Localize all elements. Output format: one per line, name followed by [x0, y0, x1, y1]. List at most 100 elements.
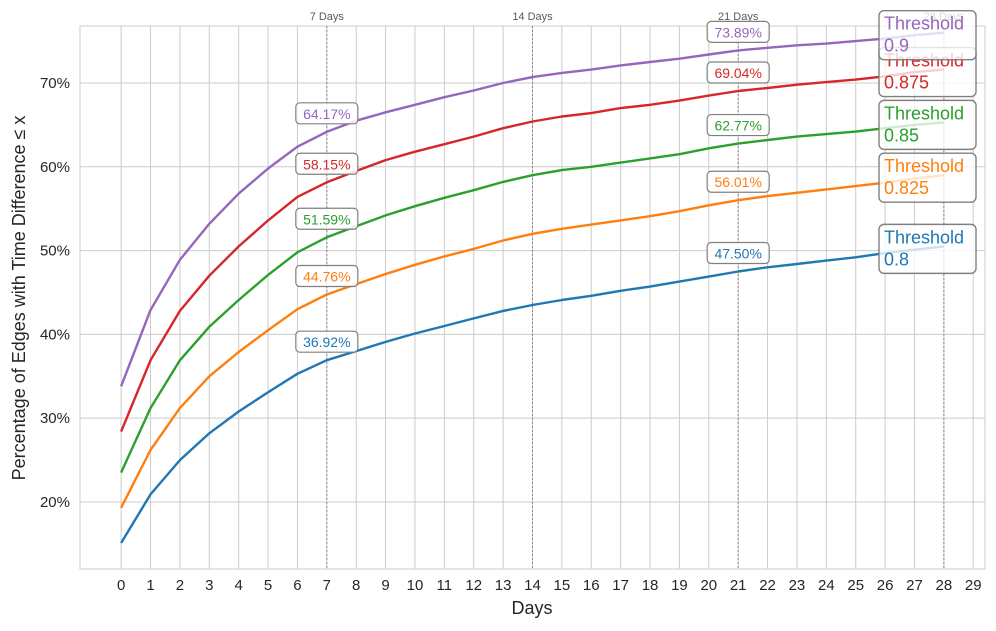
x-tick-label: 25: [847, 577, 864, 594]
value-annotation: 62.77%: [706, 113, 770, 137]
x-tick-label: 16: [583, 577, 600, 594]
threshold-word: Threshold: [884, 14, 964, 34]
annotation-box: [706, 113, 770, 137]
annotation-text: 58.15%: [303, 156, 350, 172]
annotation-box: [295, 207, 359, 230]
y-tick-label: 50%: [40, 243, 70, 260]
reference-line-label: 7 Days: [310, 11, 345, 23]
x-tick-label: 7: [323, 577, 331, 594]
x-tick-label: 12: [465, 577, 482, 594]
annotation-text: 44.76%: [303, 268, 350, 284]
threshold-value: 0.9: [884, 36, 909, 56]
annotation-box: [295, 330, 359, 353]
x-tick-label: 27: [906, 577, 923, 594]
value-annotation: 36.92%: [295, 330, 359, 353]
annotation-box: [295, 102, 359, 125]
annotation-box: [706, 20, 770, 43]
threshold-value: 0.8: [884, 249, 909, 269]
x-tick-labels: 0 1 2 3 4 5 6 7 8 9 10 11 12 13 14 15 16 17 18 19 20 21 22 23 24…: [117, 577, 982, 594]
x-tick-label: 22: [759, 577, 776, 594]
series-line: [120, 121, 945, 474]
x-tick-label: 15: [554, 577, 571, 594]
y-tick-label: 60%: [40, 159, 70, 176]
x-tick-label: 1: [146, 577, 154, 594]
threshold-word: Threshold: [884, 227, 964, 247]
threshold-word: Threshold: [884, 156, 964, 176]
series-lines: [119, 31, 945, 544]
x-tick-label: 8: [352, 577, 360, 594]
annotation-box: [295, 264, 359, 288]
value-annotation: 64.17%: [295, 102, 359, 125]
value-annotation: 73.89%: [706, 20, 770, 43]
x-tick-label: 9: [381, 577, 389, 594]
x-tick-label: 6: [293, 577, 301, 594]
annotation-box: [295, 152, 359, 175]
y-tick-label: 20%: [40, 494, 70, 511]
annotation-text: 47.50%: [714, 246, 761, 262]
annotation-text: 64.17%: [303, 106, 350, 122]
x-tick-label: 19: [671, 577, 688, 594]
annotation-text: 56.01%: [714, 174, 761, 190]
x-tick-label: 13: [495, 577, 512, 594]
reference-line-label: 14 Days: [512, 11, 553, 23]
x-tick-label: 5: [264, 577, 272, 594]
threshold-box: [878, 10, 977, 61]
annotation-text: 62.77%: [714, 118, 761, 134]
threshold-box: [878, 99, 977, 151]
y-tick-label: 70%: [40, 75, 70, 92]
x-tick-label: 14: [524, 577, 541, 594]
threshold-value: 0.875: [884, 73, 929, 93]
value-annotation: 44.76%: [295, 264, 359, 288]
annotation-box: [706, 61, 770, 84]
value-annotation: 47.50%: [706, 241, 770, 265]
threshold-box: [878, 223, 977, 275]
annotation-text: 69.04%: [714, 65, 761, 81]
series-line: [120, 245, 945, 544]
x-tick-label: 20: [700, 577, 717, 594]
annotation-box: [706, 170, 770, 193]
value-annotation: 56.01%: [706, 170, 770, 193]
x-tick-label: 4: [234, 577, 242, 594]
x-tick-label: 3: [205, 577, 213, 594]
x-tick-label: 0: [117, 577, 125, 594]
x-tick-label: 11: [437, 577, 453, 594]
x-tick-label: 18: [642, 577, 659, 594]
threshold-value: 0.85: [884, 125, 919, 145]
x-tick-label: 2: [176, 577, 184, 594]
x-tick-label: 21: [730, 577, 747, 594]
x-axis-title: Days: [511, 598, 552, 618]
y-axis-title: Percentage of Edges with Time Difference…: [9, 116, 29, 481]
value-annotation: 58.15%: [295, 152, 359, 175]
y-tick-label: 40%: [40, 326, 70, 343]
annotation-text: 73.89%: [714, 24, 761, 40]
threshold-value: 0.825: [884, 178, 929, 198]
series-line: [119, 31, 945, 387]
reference-line-label: 21 Days: [718, 11, 759, 23]
annotation-box: [706, 241, 770, 265]
x-tick-label: 29: [965, 577, 982, 594]
annotation-text: 36.92%: [303, 334, 350, 350]
x-tick-label: 26: [877, 577, 894, 594]
y-tick-label: 30%: [40, 410, 70, 427]
series-line: [119, 68, 945, 433]
threshold-box: [878, 152, 977, 203]
y-tick-labels: 20% 30% 40% 50% 60% 70%: [40, 75, 70, 511]
x-tick-label: 10: [407, 577, 424, 594]
annotation-text: 51.59%: [303, 211, 350, 227]
value-annotation: 51.59%: [295, 207, 359, 230]
annotations: 36.92% 47.50% 44.76% 56.01% 51.59% 62.77% 58.1…: [295, 20, 770, 353]
threshold-labels: Threshold0.8Threshold0.825Threshold0.85T…: [878, 10, 977, 275]
x-tick-label: 28: [936, 577, 953, 594]
x-tick-label: 23: [789, 577, 806, 594]
x-tick-label: 17: [612, 577, 629, 594]
x-tick-label: 24: [818, 577, 835, 594]
series-line: [120, 174, 945, 509]
value-annotation: 69.04%: [706, 61, 770, 84]
threshold-word: Threshold: [884, 103, 964, 123]
